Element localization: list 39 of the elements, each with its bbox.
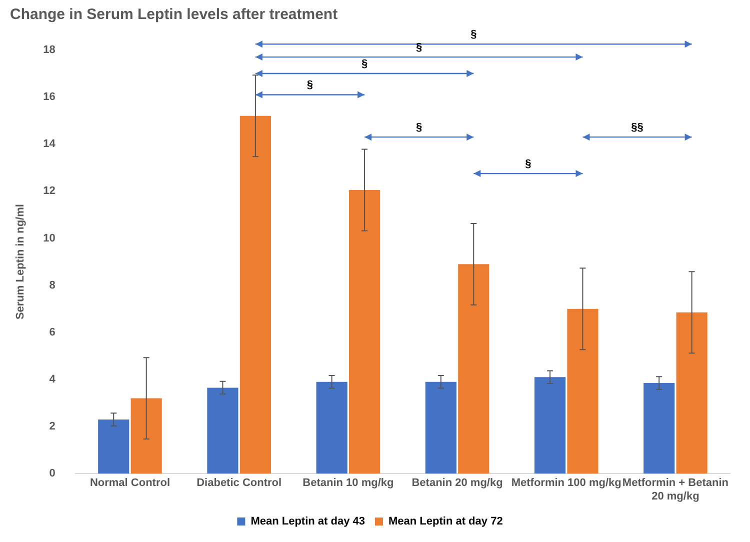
annotation: § — [416, 122, 422, 134]
x-tick-label: Betanin 10 mg/kg — [302, 477, 394, 490]
y-axis-title: Serum Leptin in ng/ml — [14, 204, 27, 320]
legend-label: Mean Leptin at day 72 — [388, 516, 503, 528]
bar — [240, 116, 271, 474]
x-tick-label: Normal Control — [90, 477, 170, 490]
y-tick-label: 4 — [49, 374, 56, 386]
legend-label: Mean Leptin at day 43 — [250, 516, 366, 528]
x-tick-label: Metformin + Betanin 20 mg/kg — [622, 477, 729, 502]
y-tick-label: 18 — [43, 44, 56, 56]
bar — [534, 377, 566, 474]
y-tick-label: 10 — [43, 232, 56, 244]
bar — [676, 312, 708, 474]
y-tick-label: 14 — [43, 138, 56, 150]
bar — [130, 398, 162, 474]
bar — [644, 382, 675, 474]
annotation: § — [361, 58, 368, 70]
y-tick-label: 12 — [43, 185, 56, 198]
x-tick-label: Metformin 100 mg/kg — [511, 477, 622, 490]
annotation: §§ — [631, 122, 644, 134]
y-tick-label: 6 — [49, 326, 56, 338]
bar — [567, 308, 598, 474]
chart-title: Change in Serum Leptin levels after treatment — [10, 6, 338, 24]
bar — [425, 382, 456, 474]
annotation: § — [416, 42, 422, 54]
x-tick-label: Diabetic Control — [196, 477, 282, 490]
bar — [98, 419, 130, 474]
bar — [316, 382, 348, 474]
bar — [458, 264, 490, 474]
bar — [348, 190, 380, 474]
y-tick-label: 2 — [49, 420, 56, 433]
x-tick-label: Betanin 20 mg/kg — [412, 477, 503, 490]
y-tick-label: 8 — [49, 279, 56, 292]
y-tick-label: 16 — [43, 91, 56, 104]
text: § — [470, 28, 477, 41]
y-tick-label: 0 — [49, 468, 56, 480]
annotation: § — [525, 158, 532, 170]
annotation: § — [306, 79, 314, 92]
bar — [207, 388, 238, 474]
